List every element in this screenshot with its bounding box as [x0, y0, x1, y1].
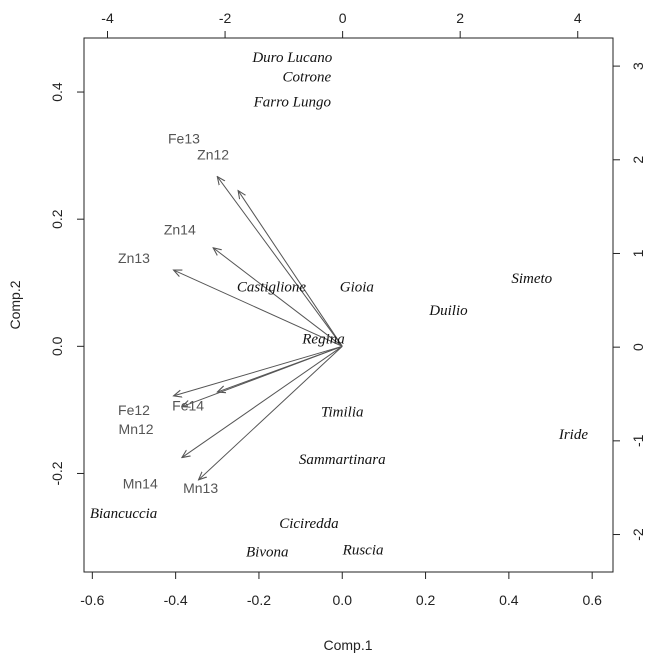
- top-tick-label: 2: [456, 10, 464, 26]
- x-tick-label: 0.2: [416, 592, 436, 608]
- observation-label: Ruscia: [342, 542, 384, 558]
- observation-label: Iride: [558, 427, 589, 443]
- right-tick-label: -1: [630, 434, 646, 447]
- x-axis-title: Comp.1: [323, 637, 372, 653]
- x-tick-label: -0.4: [164, 592, 188, 608]
- y-tick-label: -0.2: [49, 461, 65, 485]
- y-axis-title: Comp.2: [7, 280, 23, 329]
- top-tick-label: 4: [574, 10, 582, 26]
- right-tick-label: 1: [630, 249, 646, 257]
- right-tick-label: 3: [630, 62, 646, 70]
- x-tick-label: 0.4: [499, 592, 519, 608]
- loading-arrow: [217, 177, 343, 347]
- loading-arrow: [182, 345, 343, 406]
- top-tick-label: 0: [339, 10, 347, 26]
- loading-arrow: [174, 345, 343, 396]
- observation-label: Duro Lucano: [251, 50, 332, 66]
- right-tick-label: -2: [630, 528, 646, 541]
- observation-label: Duilio: [428, 303, 468, 319]
- x-tick-label: 0.0: [333, 592, 353, 608]
- y-tick-label: 0.2: [49, 209, 65, 229]
- y-tick-label: 0.4: [49, 82, 65, 102]
- y-tick-label: 0.0: [49, 336, 65, 356]
- observation-label: Castiglione: [237, 279, 307, 295]
- observation-label: Ciciredda: [279, 516, 338, 532]
- observation-label: Timilia: [321, 405, 364, 421]
- loading-arrow: [238, 191, 343, 347]
- observation-label: Cotrone: [283, 69, 332, 85]
- loading-label: Zn13: [118, 250, 150, 266]
- loading-arrow: [199, 345, 343, 480]
- loading-label: Mn12: [119, 421, 154, 437]
- observation-label: Regina: [301, 331, 345, 347]
- loading-label: Fe12: [118, 402, 150, 418]
- observation-label: Simeto: [511, 271, 552, 287]
- observation-label: Sammartinara: [299, 452, 386, 468]
- observation-label: Gioia: [340, 279, 374, 295]
- loading-label: Fe13: [168, 130, 200, 146]
- observation-labels: Duro Lucano Cotrone Farro Lungo Castiglione…: [90, 50, 589, 561]
- axes-layer: -0.6 -0.4 -0.2 0.0 0.2 0.4 0.6 -0.2 0.0 0.2 0.4 -4 -…: [49, 10, 646, 608]
- loading-label: Zn12: [197, 146, 229, 162]
- right-tick-label: 0: [630, 343, 646, 351]
- observation-label: Bivona: [246, 544, 289, 560]
- x-tick-label: 0.6: [582, 592, 602, 608]
- loading-arrow: [213, 248, 343, 347]
- loading-arrow: [174, 270, 343, 347]
- top-tick-label: -2: [219, 10, 232, 26]
- loading-label: Mn13: [183, 480, 218, 496]
- loading-arrow: [182, 345, 343, 457]
- observation-label: Biancuccia: [90, 506, 157, 522]
- right-tick-label: 2: [630, 156, 646, 164]
- observation-label: Farro Lungo: [253, 94, 332, 110]
- loading-label: Zn14: [164, 221, 196, 237]
- x-tick-label: -0.6: [80, 592, 104, 608]
- x-tick-label: -0.2: [247, 592, 271, 608]
- top-tick-label: -4: [101, 10, 114, 26]
- plot-frame: [83, 37, 614, 573]
- loading-label: Mn14: [123, 476, 158, 492]
